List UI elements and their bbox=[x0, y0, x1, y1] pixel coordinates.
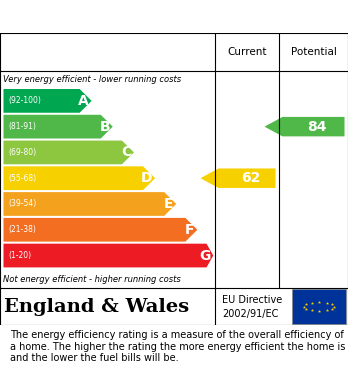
Bar bbox=[292, 289, 346, 323]
Polygon shape bbox=[200, 169, 276, 188]
Text: (81-91): (81-91) bbox=[9, 122, 37, 131]
Polygon shape bbox=[264, 117, 345, 136]
Polygon shape bbox=[3, 140, 134, 164]
Text: EU Directive: EU Directive bbox=[222, 295, 282, 305]
Text: (92-100): (92-100) bbox=[9, 96, 41, 105]
Text: 84: 84 bbox=[307, 120, 327, 134]
Polygon shape bbox=[3, 89, 92, 113]
Text: 62: 62 bbox=[241, 171, 260, 185]
Text: 2002/91/EC: 2002/91/EC bbox=[222, 309, 278, 319]
Text: D: D bbox=[141, 171, 152, 185]
Polygon shape bbox=[3, 166, 155, 190]
Text: (1-20): (1-20) bbox=[9, 251, 32, 260]
Text: Energy Efficiency Rating: Energy Efficiency Rating bbox=[10, 9, 220, 24]
Text: A: A bbox=[78, 94, 89, 108]
Text: C: C bbox=[121, 145, 131, 160]
Text: B: B bbox=[100, 120, 110, 134]
Text: Not energy efficient - higher running costs: Not energy efficient - higher running co… bbox=[3, 276, 181, 285]
Text: F: F bbox=[185, 223, 195, 237]
Polygon shape bbox=[3, 218, 197, 242]
Text: Very energy efficient - lower running costs: Very energy efficient - lower running co… bbox=[3, 75, 182, 84]
Text: The energy efficiency rating is a measure of the overall efficiency of a home. T: The energy efficiency rating is a measur… bbox=[10, 330, 346, 364]
Text: G: G bbox=[199, 249, 211, 262]
Polygon shape bbox=[3, 115, 113, 138]
Text: (69-80): (69-80) bbox=[9, 148, 37, 157]
Polygon shape bbox=[3, 192, 176, 216]
Text: England & Wales: England & Wales bbox=[4, 298, 189, 316]
Text: (21-38): (21-38) bbox=[9, 225, 37, 234]
Text: (39-54): (39-54) bbox=[9, 199, 37, 208]
Polygon shape bbox=[3, 244, 213, 267]
Text: E: E bbox=[164, 197, 173, 211]
Text: Potential: Potential bbox=[291, 47, 337, 57]
Text: Current: Current bbox=[227, 47, 267, 57]
Text: (55-68): (55-68) bbox=[9, 174, 37, 183]
